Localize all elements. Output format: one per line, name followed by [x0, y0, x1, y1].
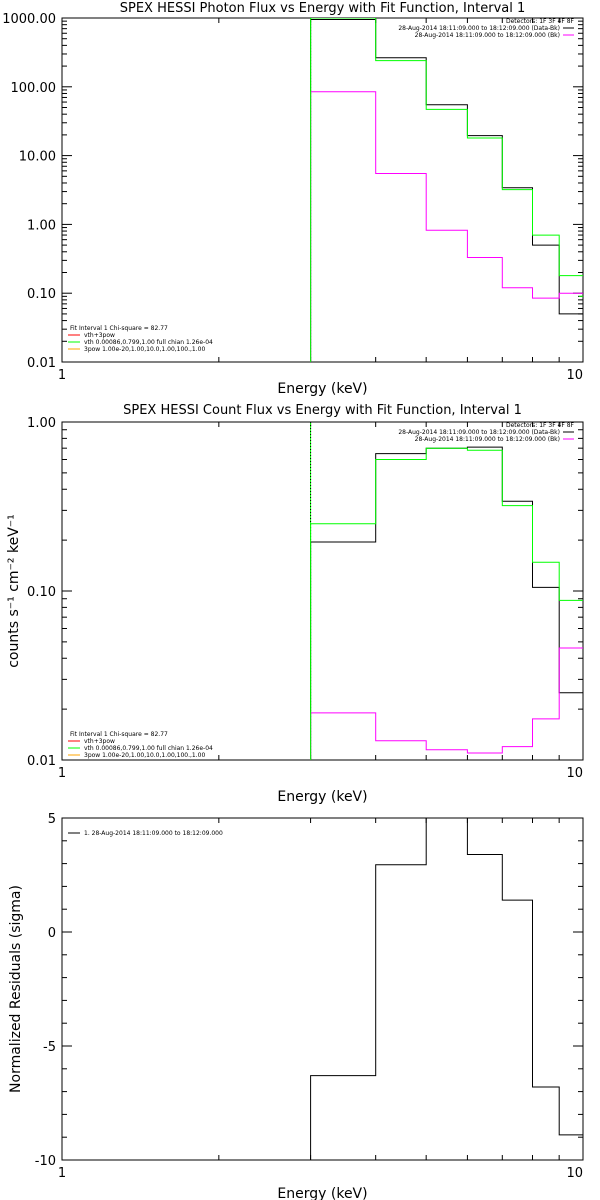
x-axis-label: Energy (keV): [277, 1186, 367, 1200]
legend-entry: 28-Aug-2014 18:11:09.000 to 18:12:09.000…: [398, 429, 560, 436]
y-tick-label: 5: [48, 812, 56, 827]
legend-entry: 28-Aug-2014 18:11:09.000 to 18:12:09.000…: [415, 436, 560, 443]
legend: 1. 28-Aug-2014 18:11:09.000 to 18:12:09.…: [68, 830, 223, 837]
fit-info-line: Fit Interval 1 Chi-square = 82.77: [70, 325, 168, 332]
y-tick-label: 0.10: [27, 585, 56, 600]
x-axis: 1 10: [58, 818, 584, 1181]
chart-panel-3: Energy (keV) Normalized Residuals (sigma)…: [8, 812, 584, 1200]
legend-header: Detectors: 1F 3F 4F 8F: [506, 422, 575, 429]
x-tick-label: 1: [58, 368, 66, 383]
series-line-bk: [310, 91, 583, 362]
y-tick-label: 0.10: [27, 287, 56, 302]
y-tick-label: 0: [48, 926, 56, 941]
x-axis-label: Energy (keV): [277, 789, 367, 805]
series-line-model-fit: [310, 447, 583, 760]
y-tick-label: 1000.00: [2, 12, 56, 27]
x-tick-label: 10: [566, 1166, 583, 1181]
y-axis: 0.01 0.10 1.00 10.00 100.00 1000.00: [2, 12, 583, 371]
series-group: [310, 446, 583, 760]
y-tick-label: -10: [35, 1154, 56, 1169]
y-tick-label: 10.00: [19, 150, 56, 165]
y-tick-label: 0.01: [27, 754, 56, 769]
series-line-data-bk: [310, 446, 583, 760]
plot-frame: [61, 421, 584, 761]
x-axis-label: Energy (keV): [277, 381, 367, 397]
series-group: [310, 18, 583, 362]
y-tick-label: 1.00: [27, 416, 56, 431]
fit-info: Fit Interval 1 Chi-square = 82.77vth+3po…: [68, 731, 213, 759]
fit-info-line: 3pow 1.00e-20,1.00,10.0,1.00,100.,1.00: [84, 346, 205, 353]
fit-info-line: Fit Interval 1 Chi-square = 82.77: [70, 731, 168, 738]
series-line-bk: [310, 647, 583, 760]
series-group: [310, 818, 583, 1160]
fit-info-line: vth 0.00086,0.799,1.00 full chian 1.26e-…: [84, 745, 213, 752]
x-tick-label: 10: [566, 368, 583, 383]
series-line-1-28-aug-2014-18-11-09-000-to-18-12-09-000: [310, 818, 583, 1160]
fit-info-line: vth+3pow: [84, 738, 115, 745]
x-tick-label: 1: [58, 766, 66, 781]
x-tick-label: 1: [58, 1166, 66, 1181]
legend-entry: 1. 28-Aug-2014 18:11:09.000 to 18:12:09.…: [84, 830, 223, 837]
y-axis: -10 -5 0 5: [35, 812, 583, 1169]
legend-header: Detectors: 1F 3F 4F 8F: [506, 18, 575, 25]
series-line-model-fit: [310, 18, 583, 362]
legend-entry: 28-Aug-2014 18:11:09.000 to 18:12:09.000…: [415, 32, 560, 39]
x-axis: 1 10: [58, 422, 584, 781]
y-axis: 0.01 0.10 1.00: [27, 416, 583, 769]
chart-title: SPEX HESSI Count Flux vs Energy with Fit…: [123, 403, 522, 418]
fit-info: Fit Interval 1 Chi-square = 82.77vth+3po…: [68, 325, 213, 353]
series-line-data-bk: [310, 19, 583, 362]
fit-info-line: vth 0.00086,0.799,1.00 full chian 1.26e-…: [84, 339, 213, 346]
chart-panel-1: SPEX HESSI Photon Flux vs Energy with Fi…: [2, 1, 584, 397]
fit-info-line: 3pow 1.00e-20,1.00,10.0,1.00,100.,1.00: [84, 752, 205, 759]
y-tick-label: -5: [43, 1040, 56, 1055]
chart-title: SPEX HESSI Photon Flux vs Energy with Fi…: [120, 1, 526, 16]
y-tick-label: 1.00: [27, 218, 56, 233]
x-tick-label: 10: [566, 766, 583, 781]
fit-info-line: vth+3pow: [84, 332, 115, 339]
legend-entry: 28-Aug-2014 18:11:09.000 to 18:12:09.000…: [398, 25, 560, 32]
y-axis-label: counts s⁻¹ cm⁻² keV⁻¹: [6, 514, 22, 668]
y-axis-label: Normalized Residuals (sigma): [8, 885, 24, 1093]
chart-panel-2: SPEX HESSI Count Flux vs Energy with Fit…: [6, 403, 584, 805]
y-tick-label: 100.00: [11, 81, 57, 96]
y-tick-label: 0.01: [27, 356, 56, 371]
plot-frame: [61, 817, 584, 1161]
